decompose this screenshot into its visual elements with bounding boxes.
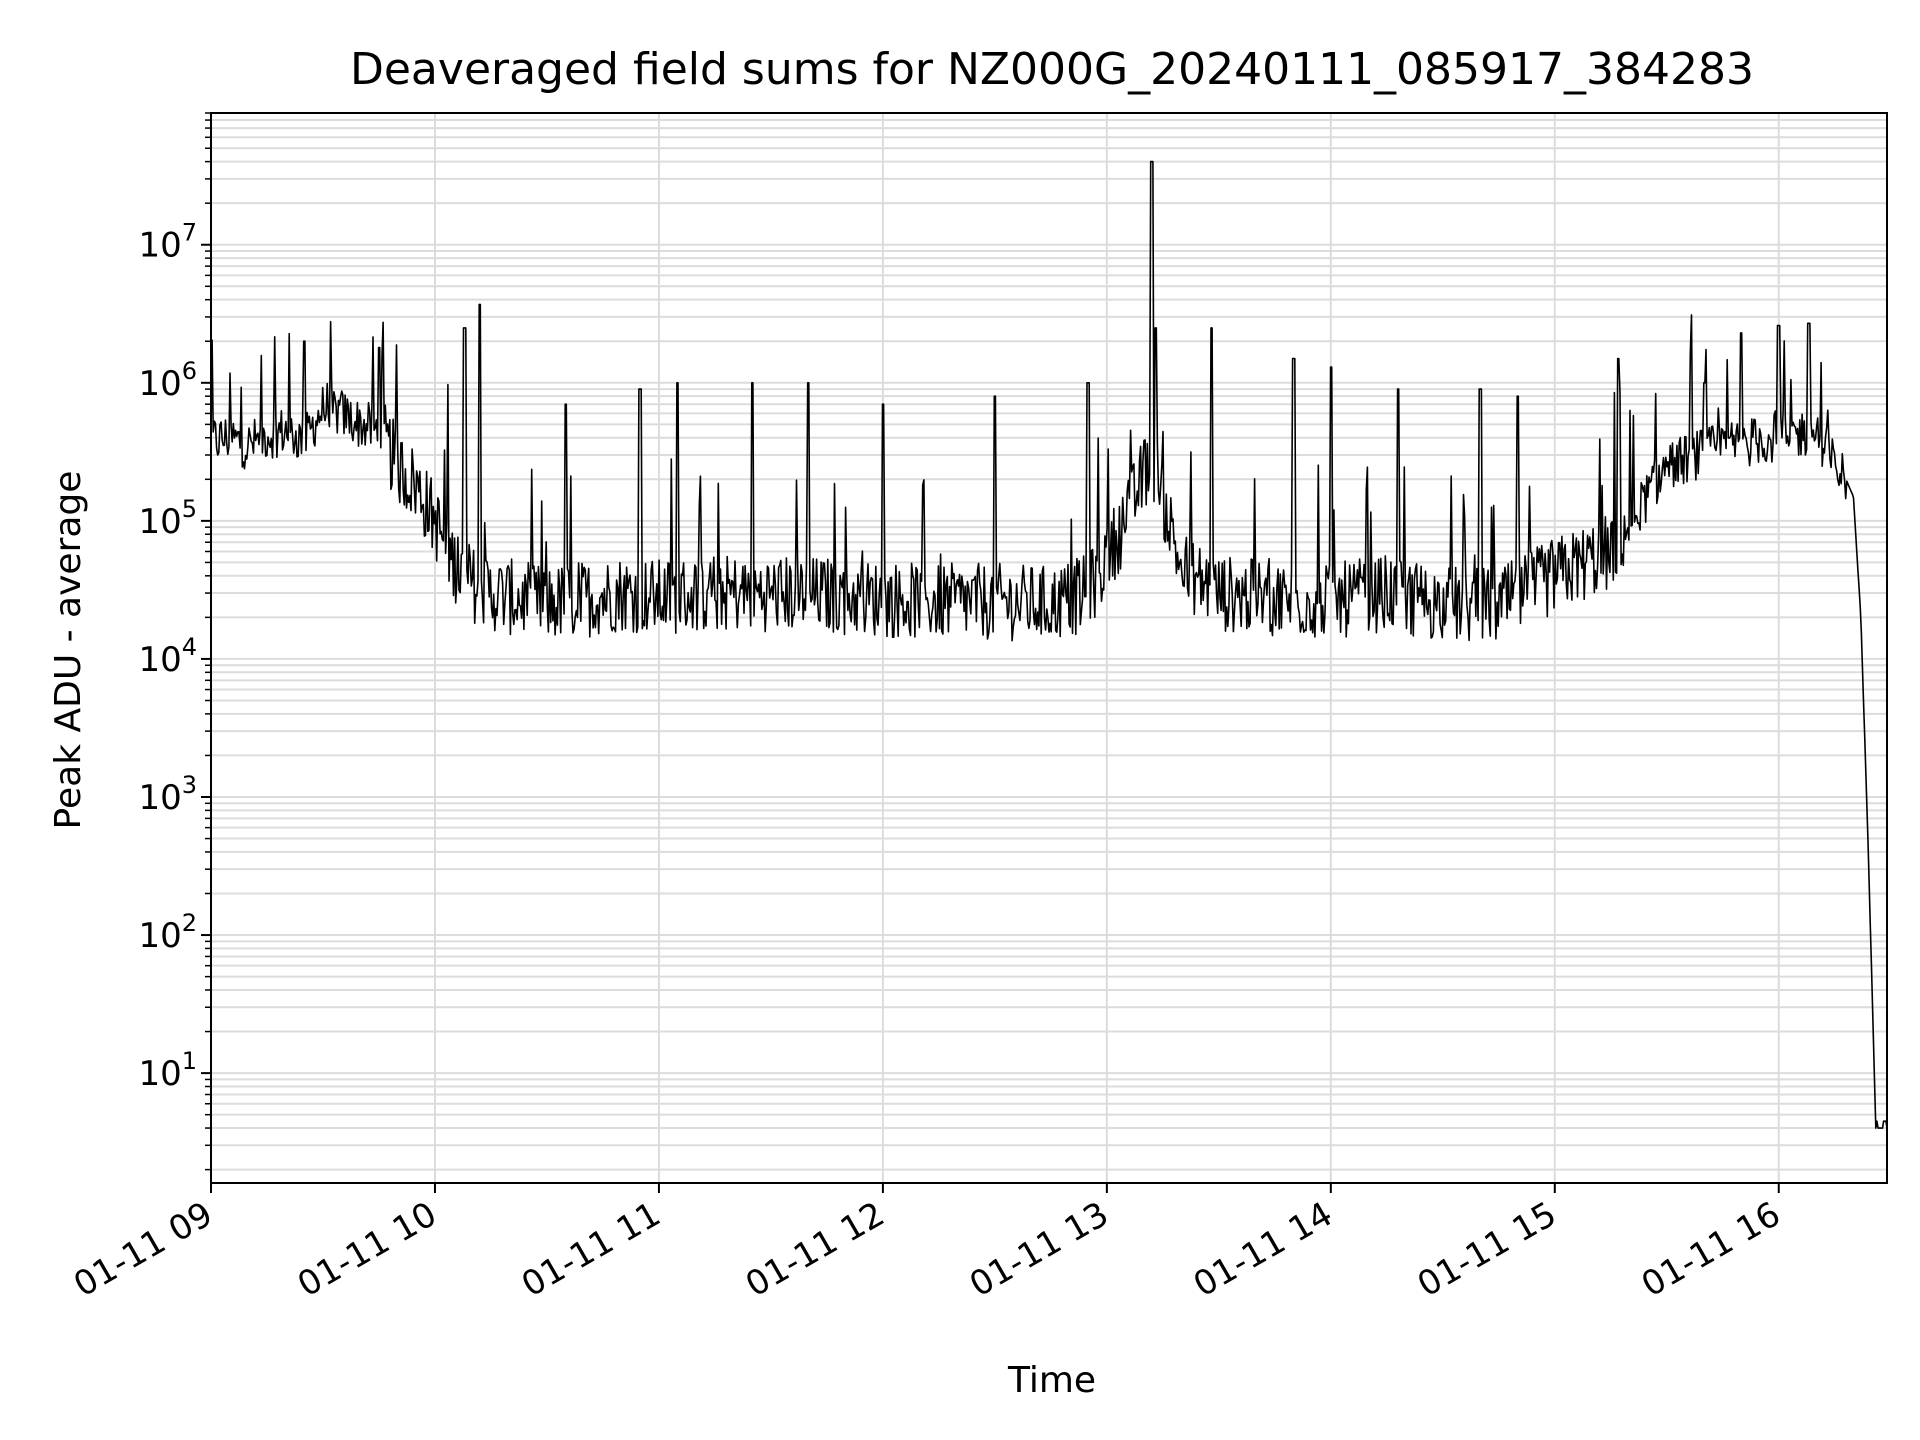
y-tick-label: 102	[138, 909, 197, 956]
plot-area	[210, 160, 1888, 1129]
grid	[210, 112, 1887, 1183]
plot-frame	[210, 112, 1888, 1184]
series-line	[210, 160, 1888, 1129]
y-tick-label: 101	[138, 1047, 197, 1094]
y-tick-label: 104	[138, 633, 197, 680]
y-tick-label: 107	[138, 219, 197, 266]
y-axis-label: Peak ADU - average	[48, 471, 89, 830]
y-tick-label: 103	[138, 771, 197, 818]
y-tick-label: 105	[138, 495, 197, 542]
y-tick-label: 106	[138, 357, 197, 404]
y-axis: 101 102 103 104 105 106 107	[138, 112, 211, 1171]
x-axis-label: Time	[1007, 1360, 1096, 1401]
chart-title: Deaveraged field sums for NZ000G_2024011…	[350, 44, 1754, 95]
